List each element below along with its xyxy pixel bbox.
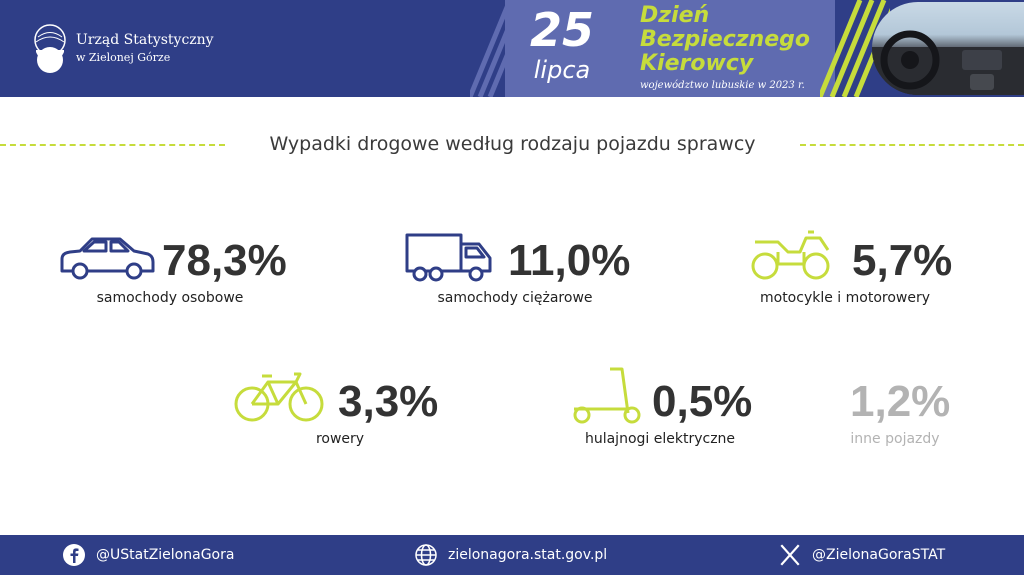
- event-title: Dzień Bezpiecznego Kierowcy: [640, 4, 830, 76]
- globe-icon: [415, 544, 437, 566]
- stat-value: 0,5%: [652, 377, 753, 426]
- stat-label: hulajnogi elektryczne: [584, 431, 736, 447]
- car-icon: [60, 237, 155, 280]
- event-title-line: Bezpiecznego: [640, 27, 810, 52]
- x-icon: [780, 544, 800, 566]
- truck-icon: [405, 233, 492, 282]
- stat-value: 3,3%: [338, 377, 439, 426]
- scooter-icon: [573, 367, 641, 424]
- event-title-line: Dzień: [640, 3, 710, 28]
- stat-value: 11,0%: [508, 236, 631, 285]
- x-link[interactable]: @ZielonaGoraSTAT: [778, 535, 945, 575]
- section-title-row: Wypadki drogowe według rodzaju pojazdu s…: [0, 128, 1024, 160]
- logo-icon: [34, 24, 66, 73]
- website-link[interactable]: zielonagora.stat.gov.pl: [414, 535, 607, 575]
- event-title-line: Kierowcy: [640, 51, 754, 76]
- stat-label: rowery: [315, 431, 365, 447]
- bicycle-icon: [234, 372, 324, 422]
- section-title: Wypadki drogowe według rodzaju pojazdu s…: [269, 133, 756, 155]
- org-name: Urząd Statystyczny: [76, 32, 214, 48]
- stat-value: 78,3%: [162, 236, 287, 285]
- facebook-icon: [63, 544, 85, 566]
- stat-label: inne pojazdy: [850, 431, 940, 447]
- date-day: 25: [529, 3, 594, 57]
- date-month: lipca: [533, 56, 591, 84]
- date-panel: [505, 0, 835, 97]
- divider: [800, 144, 1024, 146]
- event-subtitle: województwo lubuskie w 2023 r.: [640, 80, 805, 91]
- facebook-link[interactable]: @UStatZielonaGora: [62, 535, 234, 575]
- facebook-handle: @UStatZielonaGora: [96, 547, 235, 563]
- footer: @UStatZielonaGora zielonagora.stat.gov.p…: [0, 535, 1024, 575]
- steering-wheel-icon: [872, 30, 1024, 95]
- car-interior-photo: [872, 2, 1024, 95]
- quad-icon: [751, 230, 830, 280]
- stat-label: samochody osobowe: [96, 290, 244, 306]
- org-subtitle: w Zielonej Górze: [76, 51, 171, 64]
- stat-value: 5,7%: [852, 236, 953, 285]
- stat-label: motocykle i motorowery: [759, 290, 931, 306]
- divider: [0, 144, 225, 146]
- website-url: zielonagora.stat.gov.pl: [448, 547, 608, 563]
- x-handle: @ZielonaGoraSTAT: [812, 547, 946, 563]
- stat-value: 1,2%: [850, 377, 951, 426]
- stat-label: samochody ciężarowe: [437, 290, 593, 306]
